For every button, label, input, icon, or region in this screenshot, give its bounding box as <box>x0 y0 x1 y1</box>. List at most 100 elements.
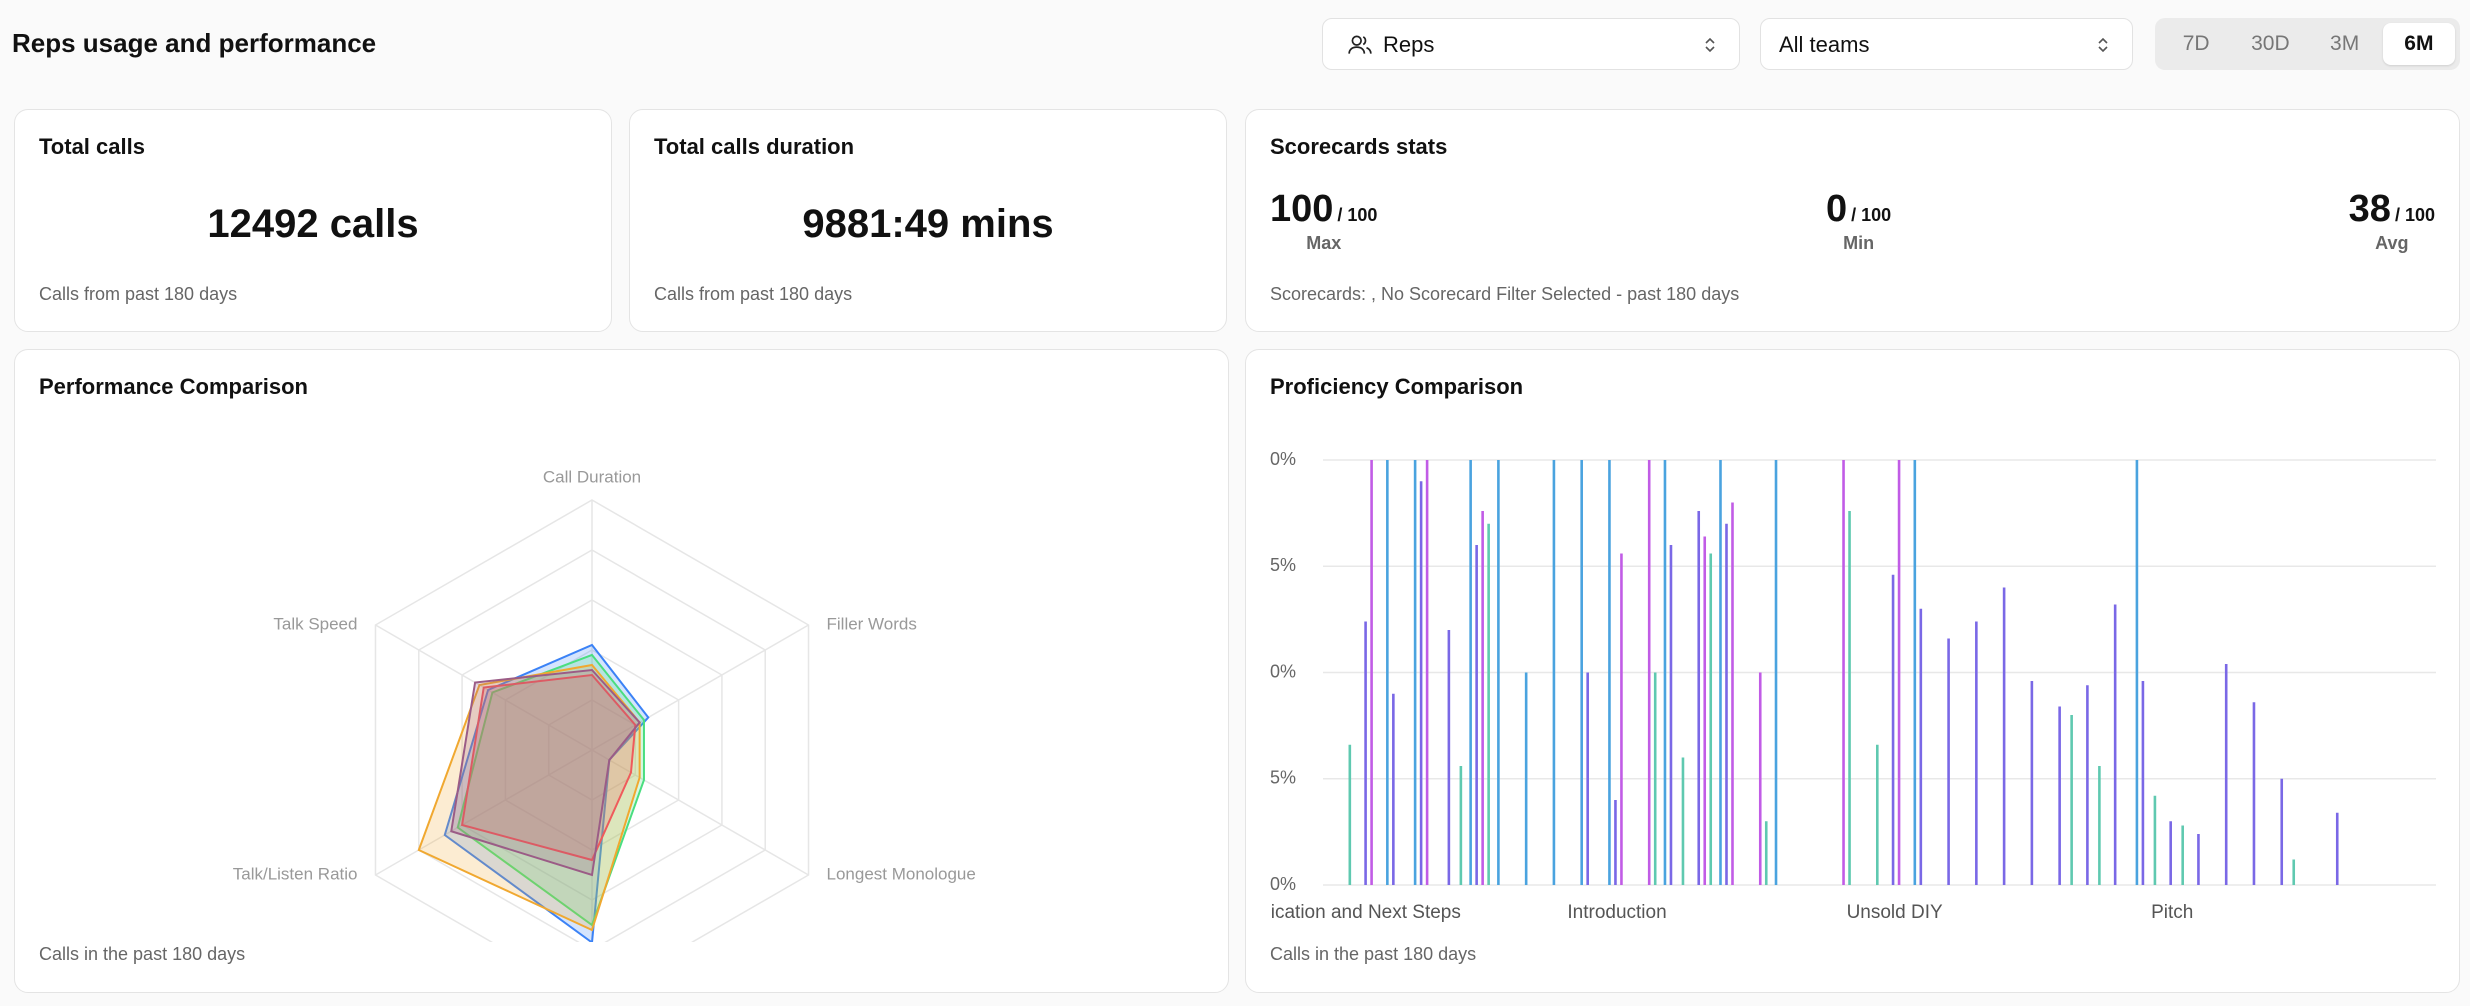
bar <box>1586 672 1589 885</box>
bar <box>1725 523 1728 885</box>
y-tick-label: 0% <box>1270 874 1296 894</box>
team-select-label: All teams <box>1779 32 1870 57</box>
x-tick-label: e Application and Next Steps <box>1270 902 1461 923</box>
bar <box>1487 523 1490 885</box>
bar <box>2135 460 2139 885</box>
bar <box>1703 536 1707 885</box>
range-button[interactable]: 30D <box>2234 23 2306 65</box>
spoke <box>591 624 809 751</box>
bar <box>1681 757 1685 885</box>
bar <box>2098 766 2101 885</box>
bar <box>2141 681 2145 885</box>
bar <box>1947 638 1950 885</box>
bar <box>1842 460 1845 885</box>
bar <box>2153 795 2157 885</box>
bar <box>1891 574 1895 885</box>
chart-title: Performance Comparison <box>39 374 308 399</box>
y-tick-label: 0% <box>1270 449 1296 469</box>
bar <box>1913 460 1917 885</box>
bar <box>1719 460 1722 885</box>
radar-area <box>450 668 641 877</box>
rep-select[interactable]: Reps <box>1322 18 1740 70</box>
bar <box>1653 672 1657 885</box>
y-tick-label: 5% <box>1270 555 1296 575</box>
axis-label: Talk/Listen Ratio <box>233 864 358 883</box>
spoke <box>375 749 593 876</box>
stat: 100/ 100 Max <box>1270 188 1377 254</box>
stat-row: 38/ 100 <box>2349 188 2435 231</box>
card-note: Calls from past 180 days <box>39 284 238 304</box>
bar-chart: 0% 5% 0% 5% 0% e Application and Next Steps In… <box>1270 449 2436 923</box>
axis-label: Call Duration <box>543 467 641 486</box>
stat-value: 0 <box>1826 188 1848 230</box>
y-tick-label: 5% <box>1270 768 1296 788</box>
bar <box>1876 744 1879 885</box>
people-icon <box>1348 35 1372 54</box>
stat-label: Avg <box>2375 233 2409 253</box>
range-button[interactable]: 3M <box>2309 23 2381 65</box>
radar-chart: Call Duration Filler Words Longest Monolog… <box>233 467 976 942</box>
bar <box>1425 460 1429 885</box>
x-tick-label: Introduction <box>1567 902 1666 923</box>
bar <box>2181 825 2184 885</box>
stat-value: 38 <box>2348 188 2391 230</box>
stat-value: 100 <box>1270 188 1334 230</box>
bar <box>1975 621 1978 885</box>
bar <box>1481 511 1484 885</box>
bar <box>1524 672 1528 885</box>
bar <box>1364 621 1367 885</box>
bar <box>1370 460 1373 885</box>
bar <box>1469 460 1472 885</box>
card: Total calls 12492 calls Calls from past … <box>14 109 612 332</box>
bar <box>1447 630 1451 885</box>
bar <box>2252 702 2256 885</box>
bar <box>1774 460 1778 885</box>
chevron <box>1705 37 1715 53</box>
page-title: Reps usage and performance <box>12 28 377 58</box>
bar <box>2335 812 2339 885</box>
bar <box>1386 460 1389 885</box>
bar <box>2058 706 2061 885</box>
range-button[interactable]: 6M <box>2382 23 2455 65</box>
bar <box>2224 664 2228 885</box>
bar <box>1709 553 1713 885</box>
card-note: Calls from past 180 days <box>654 284 853 304</box>
card: Total calls duration 9881:49 mins Calls … <box>629 109 1227 332</box>
stat-row: 100/ 100 <box>1270 188 1377 231</box>
card: Performance Comparison Calls in the past… <box>14 349 1229 993</box>
bar <box>2030 681 2034 885</box>
card-title: Scorecards stats <box>1270 134 1448 159</box>
chart-note: Calls in the past 180 days <box>1270 944 1477 964</box>
bar <box>2280 778 2284 885</box>
axis-label: Filler Words <box>827 614 917 633</box>
stat-row: 0/ 100 <box>1826 188 1891 231</box>
bar <box>1552 460 1556 885</box>
bar <box>1475 545 1478 885</box>
bar <box>1697 511 1701 885</box>
chart-title: Proficiency Comparison <box>1270 374 1524 399</box>
axis-label: Talk Speed <box>273 614 357 633</box>
spoke <box>591 749 809 876</box>
stat-max: / 100 <box>1851 205 1892 225</box>
y-tick-label: 0% <box>1270 661 1296 681</box>
axis-label: Longest Monologue <box>827 864 976 883</box>
range-button[interactable]: 7D <box>2160 23 2232 65</box>
bar <box>1764 821 1768 885</box>
metric-value: 9881:49 mins <box>802 202 1054 246</box>
chevron <box>2098 37 2108 53</box>
stat-max: / 100 <box>1337 205 1378 225</box>
x-tick-label: Pitch <box>2151 902 2193 923</box>
bar <box>1608 460 1611 885</box>
bar <box>1663 460 1667 885</box>
bar <box>2002 587 2006 885</box>
metric-value: 12492 calls <box>207 202 419 246</box>
bar <box>1614 800 1617 885</box>
bar <box>1758 672 1762 885</box>
bar <box>1459 766 1463 885</box>
bar <box>1413 460 1417 885</box>
bar <box>1897 460 1901 885</box>
bar <box>1419 481 1423 885</box>
bar <box>2197 834 2200 885</box>
team-select[interactable]: All teams <box>1760 18 2133 70</box>
